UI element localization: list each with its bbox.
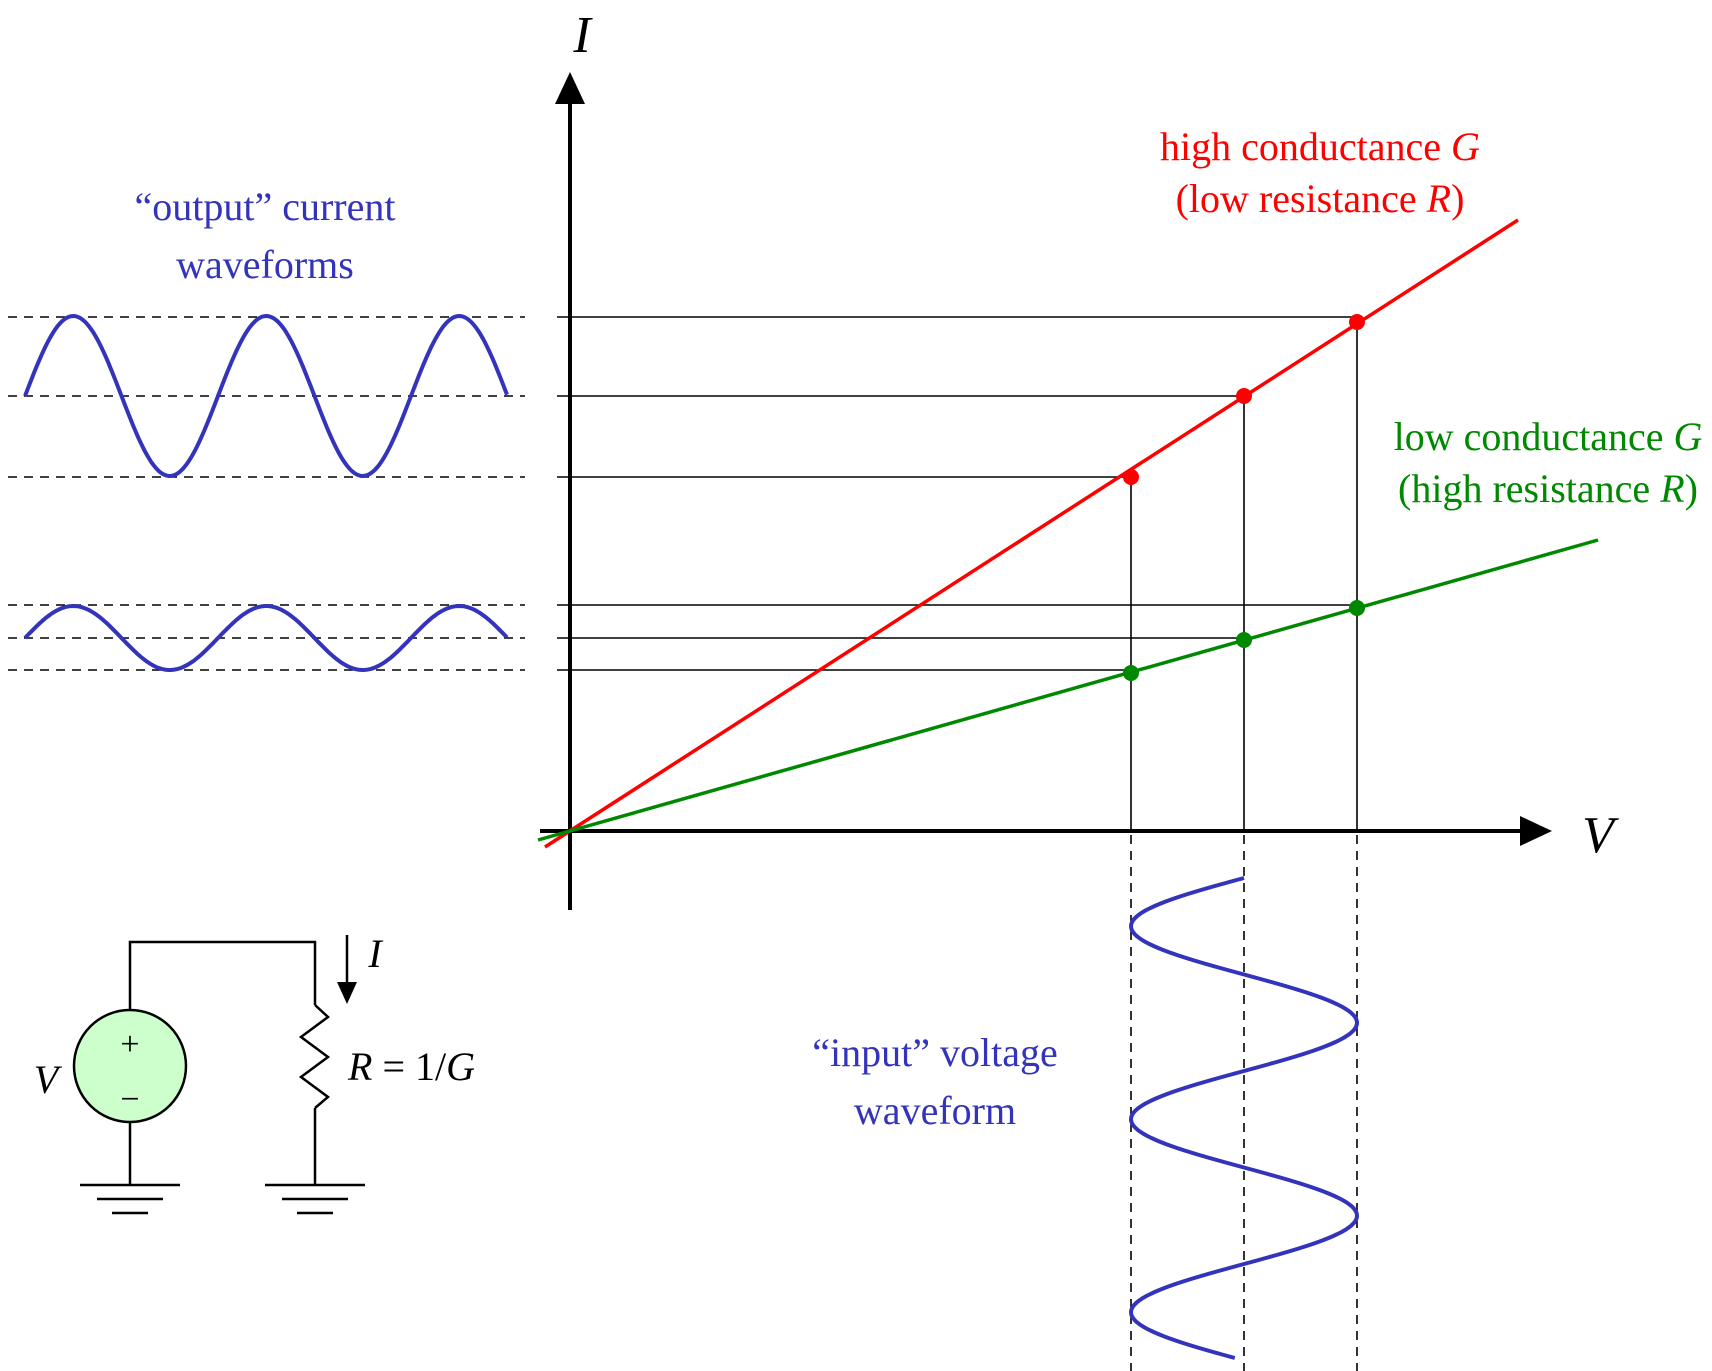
source-voltage-label: V [34,1057,63,1102]
ground-symbol-right [265,1183,365,1215]
high-conductance-points [1123,314,1365,485]
input-voltage-waveform [1128,876,1360,1360]
low-conductance-label-line2: (high resistance R) [1398,466,1698,511]
high-point-3 [1349,314,1365,330]
voltage-dashed-guides [1130,835,1358,1371]
x-axis-arrowhead [1520,816,1552,846]
circuit-current-label: I [367,931,383,976]
y-axis-label: I [572,7,593,64]
source-plus-sign: + [120,1026,139,1063]
circuit-top-wire [128,940,317,1014]
large-output-current-waveform [23,313,509,479]
input-label-line1: “input” voltage [812,1030,1057,1075]
current-arrowhead [337,982,357,1004]
y-axis-arrowhead [555,72,585,104]
x-axis-label: V [1582,807,1619,864]
voltage-projection-lines [1130,322,1358,831]
high-conductance-label-line1: high conductance G [1160,124,1480,169]
axes: I V [540,7,1619,910]
resistor-zigzag [298,1004,331,1109]
high-conductance-line [544,218,1519,849]
output-dashed-guides [8,316,525,671]
input-label-line2: waveform [854,1088,1016,1133]
high-conductance-label-line2: (low resistance R) [1176,176,1465,221]
high-point-1 [1123,469,1139,485]
high-point-2 [1236,388,1252,404]
low-point-2 [1236,632,1252,648]
output-label-line1: “output” current [135,184,396,229]
current-projection-lines [557,316,1357,671]
resistor-label: R = 1/G [347,1044,475,1089]
low-point-1 [1123,665,1139,681]
low-conductance-label-line1: low conductance G [1394,414,1703,459]
source-minus-sign: − [120,1081,139,1118]
circuit-schematic [72,935,365,1215]
ground-symbol-left [80,1183,180,1215]
low-conductance-line [537,538,1599,842]
low-conductance-points [1123,600,1365,681]
output-label-line2: waveforms [176,242,354,287]
low-point-3 [1349,600,1365,616]
small-output-current-waveform [23,603,509,673]
